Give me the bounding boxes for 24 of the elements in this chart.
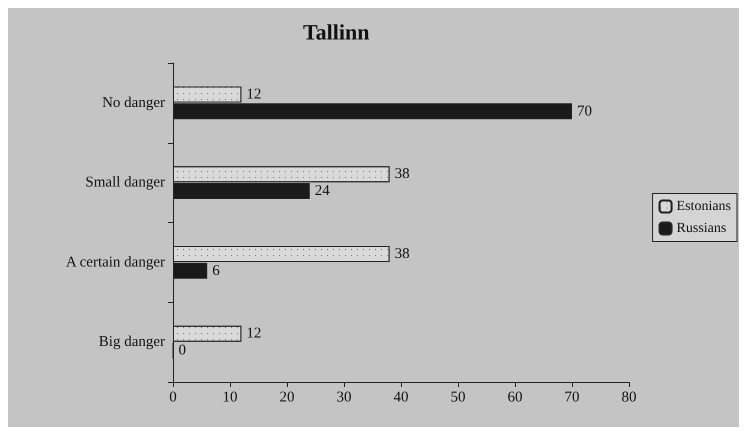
- x-tick-label: 0: [169, 390, 177, 406]
- legend-label: Estonians: [676, 199, 732, 214]
- data-label: 0: [178, 342, 186, 359]
- y-tick-label: Small danger: [85, 174, 165, 191]
- data-label: 38: [394, 166, 410, 182]
- y-tick-label: Big danger: [98, 334, 166, 350]
- data-label: 24: [314, 183, 330, 200]
- x-tick-label: 60: [508, 390, 522, 406]
- x-tick-label: 10: [222, 390, 238, 406]
- x-tick-label: 80: [622, 390, 636, 406]
- y-tick-label: A certain danger: [66, 254, 165, 270]
- x-tick-label: 50: [450, 390, 466, 406]
- data-label: 38: [394, 246, 410, 262]
- x-tick-label: 40: [394, 390, 408, 406]
- x-tick-label: 30: [336, 390, 352, 406]
- chart-title: Tallinn: [303, 20, 370, 44]
- y-tick-label: No danger: [102, 94, 165, 111]
- data-label: 6: [212, 262, 220, 279]
- data-label: 70: [577, 103, 592, 120]
- legend-label: Russians: [676, 221, 726, 236]
- x-tick-label: 20: [280, 390, 294, 406]
- x-tick-label: 70: [564, 390, 580, 406]
- data-label: 12: [246, 326, 262, 342]
- data-label: 12: [246, 86, 262, 102]
